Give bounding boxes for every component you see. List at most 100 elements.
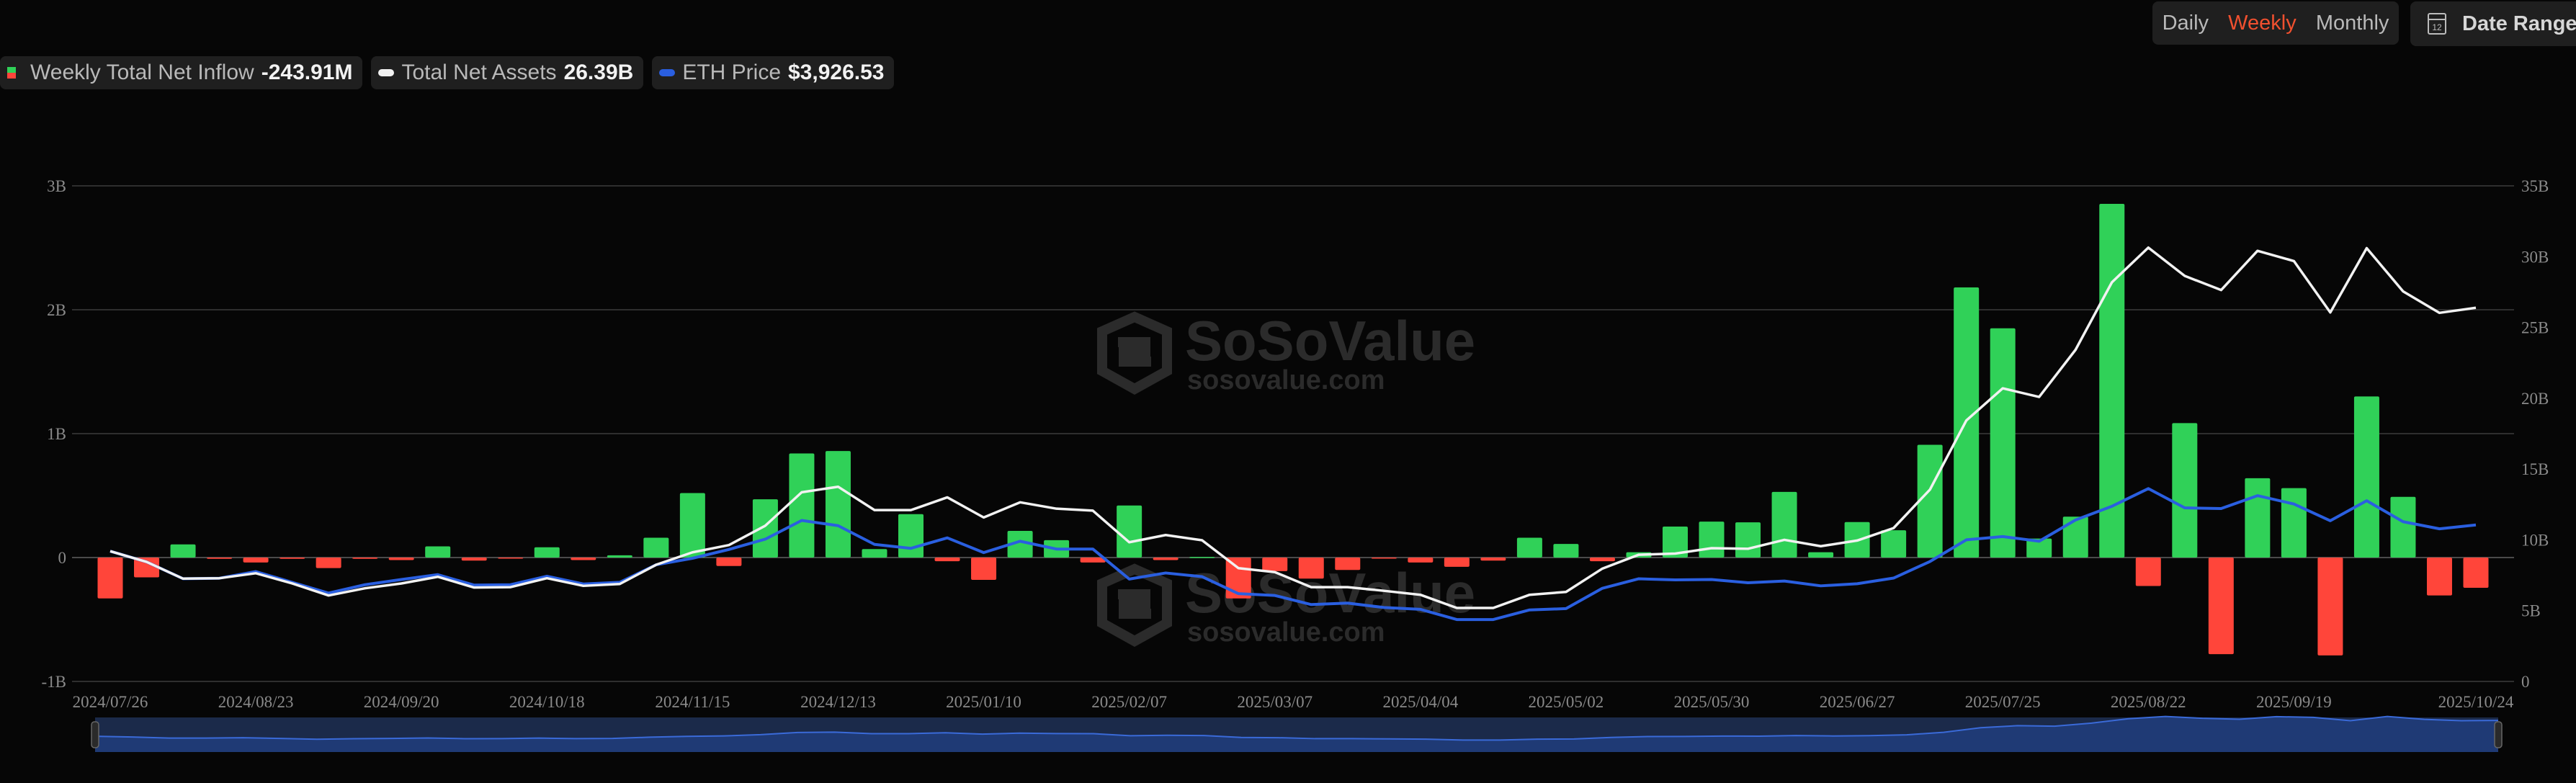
inflow-bar[interactable] [2099, 203, 2125, 558]
inflow-bar[interactable] [1662, 527, 1688, 558]
watermark-url: sosovalue.com [1187, 617, 1385, 648]
legend-eth-price[interactable]: ETH Price $3,926.53 [652, 56, 895, 89]
inflow-bar[interactable] [279, 558, 305, 559]
inflow-bar[interactable] [679, 493, 705, 558]
inflow-bar[interactable] [498, 558, 524, 559]
x-axis-tick: 2024/11/15 [655, 693, 730, 711]
x-axis-tick: 2025/02/07 [1091, 693, 1167, 711]
legend-net-assets[interactable]: Total Net Assets 26.39B [371, 56, 644, 89]
x-axis-tick: 2025/01/10 [946, 693, 1021, 711]
inflow-bar[interactable] [1990, 328, 2016, 558]
inflow-bar[interactable] [1917, 444, 1943, 558]
x-axis-tick: 2025/09/19 [2256, 693, 2332, 711]
tab-monthly[interactable]: Monthly [2315, 11, 2389, 35]
inflow-bar[interactable] [1080, 558, 1106, 563]
inflow-bar[interactable] [1153, 558, 1179, 560]
inflow-bar[interactable] [2426, 558, 2452, 596]
inflow-bar[interactable] [934, 558, 960, 562]
inflow-bar[interactable] [1371, 558, 1397, 559]
inflow-bar[interactable] [2463, 558, 2489, 588]
x-axis-tick: 2024/10/18 [509, 693, 585, 711]
inflow-bar[interactable] [2172, 423, 2198, 558]
inflow-bar[interactable] [825, 451, 851, 558]
inflow-bar[interactable] [1007, 531, 1033, 558]
right-axis-tick: 25B [2521, 319, 2549, 337]
eth-price-line[interactable] [109, 487, 2477, 622]
inflow-bar[interactable] [97, 558, 123, 599]
inflow-bar[interactable] [1189, 557, 1215, 558]
inflow-bar[interactable] [134, 558, 160, 578]
inflow-bar[interactable] [534, 547, 560, 558]
x-axis-tick: 2024/08/23 [218, 693, 294, 711]
inflow-bar[interactable] [352, 558, 378, 559]
right-axis-tick: 20B [2521, 390, 2549, 408]
range-navigator[interactable] [91, 715, 2503, 752]
inflow-bar[interactable] [1262, 558, 1288, 571]
inflow-bar[interactable] [1298, 558, 1324, 579]
inflow-bar[interactable] [388, 558, 414, 560]
legend-assets-value: 26.39B [563, 61, 634, 84]
inflow-bar[interactable] [170, 544, 196, 558]
inflow-bar[interactable] [1444, 558, 1470, 567]
inflow-bar[interactable] [316, 558, 341, 568]
legend-assets-label: Total Net Assets [401, 61, 557, 84]
inflow-bar[interactable] [2245, 478, 2271, 558]
inflow-bar[interactable] [1771, 491, 1797, 558]
inflow-bar[interactable] [461, 558, 487, 561]
inflow-bar[interactable] [1808, 552, 1834, 558]
assets-swatch-icon [378, 69, 395, 76]
inflow-bar[interactable] [1408, 558, 1434, 563]
legend-net-inflow[interactable]: Weekly Total Net Inflow -243.91M [0, 56, 363, 89]
inflow-bar[interactable] [2135, 558, 2161, 586]
inflow-bar[interactable] [2390, 496, 2416, 558]
right-axis-tick: 35B [2521, 177, 2549, 195]
inflow-bar[interactable] [862, 549, 887, 558]
calendar-icon: 12 [2428, 13, 2446, 35]
date-range-label: Date Range [2462, 12, 2576, 35]
legend-inflow-label: Weekly Total Net Inflow [30, 61, 254, 84]
inflow-bar[interactable] [1881, 530, 1907, 558]
inflow-bar[interactable] [207, 558, 233, 559]
x-axis-tick: 2025/05/02 [1529, 693, 1604, 711]
inflow-bar[interactable] [1699, 522, 1725, 558]
inflow-bar[interactable] [1735, 522, 1761, 558]
x-axis-tick: 2024/07/26 [73, 693, 148, 711]
inflow-bar[interactable] [971, 558, 997, 580]
tab-weekly[interactable]: Weekly [2228, 11, 2297, 35]
inflow-bar[interactable] [716, 558, 742, 566]
net-assets-line[interactable] [109, 246, 2477, 609]
inflow-bar[interactable] [1480, 558, 1506, 561]
x-axis-tick: 2025/08/22 [2111, 693, 2186, 711]
navigator-left-handle[interactable] [91, 721, 99, 748]
x-axis-tick: 2025/07/25 [1965, 693, 2041, 711]
inflow-bar[interactable] [2062, 516, 2088, 558]
inflow-bar[interactable] [1553, 544, 1579, 558]
inflow-bar[interactable] [898, 514, 924, 558]
inflow-bar[interactable] [1117, 505, 1142, 558]
navigator-line [94, 715, 2499, 741]
inflow-bar[interactable] [1589, 558, 1615, 562]
date-range-button[interactable]: 12 Date Range [2410, 1, 2576, 46]
inflow-bar[interactable] [1335, 558, 1361, 571]
inflow-bar[interactable] [571, 558, 596, 560]
inflow-bar[interactable] [2208, 558, 2234, 655]
inflow-bar[interactable] [2353, 396, 2379, 558]
inflow-bar[interactable] [607, 555, 632, 558]
inflow-bar[interactable] [425, 546, 451, 558]
inflow-bar[interactable] [1516, 537, 1542, 558]
tab-daily[interactable]: Daily [2162, 11, 2209, 35]
right-axis-tick: 0 [2521, 673, 2530, 691]
legend-price-label: ETH Price [682, 61, 781, 84]
inflow-bar[interactable] [789, 453, 815, 558]
left-axis-tick: 2B [47, 301, 66, 319]
inflow-bar[interactable] [752, 499, 778, 558]
inflow-bar[interactable] [2317, 558, 2343, 656]
inflow-bar[interactable] [2281, 488, 2307, 558]
right-axis-tick: 30B [2521, 248, 2549, 266]
watermark-brand: SoSoValue [1185, 309, 1475, 372]
inflow-bar[interactable] [2026, 538, 2052, 558]
navigator-right-handle[interactable] [2494, 721, 2503, 748]
inflow-bar[interactable] [643, 537, 669, 558]
inflow-bar[interactable] [243, 558, 269, 563]
